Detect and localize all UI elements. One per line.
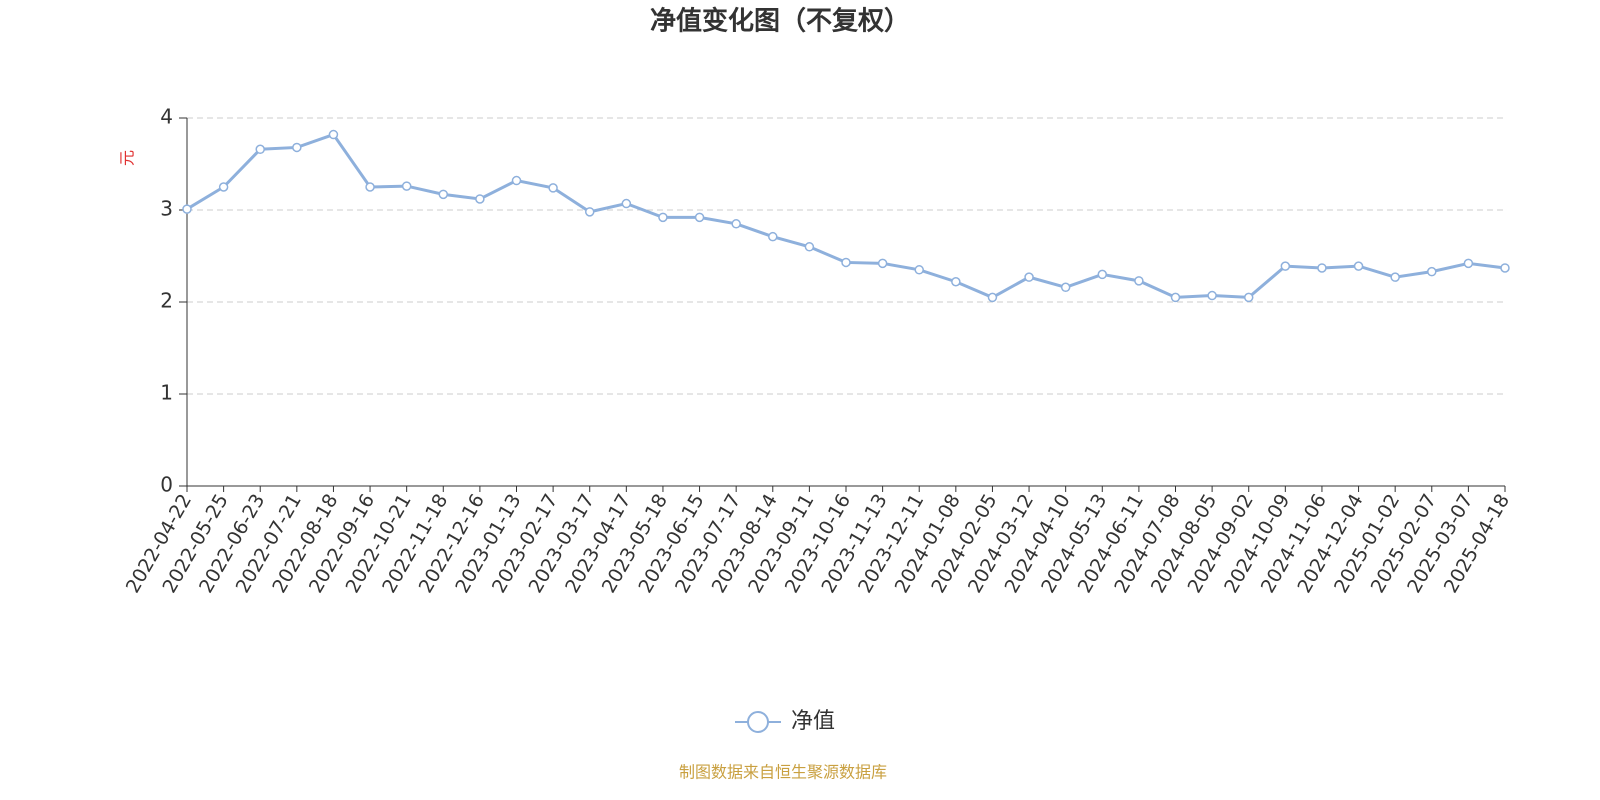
point-marker [804,242,815,252]
y-axis-label: 元 [118,150,137,166]
point-marker [292,142,302,153]
point-marker [1317,263,1327,273]
series-line [186,132,1506,300]
point-marker [1427,266,1437,277]
point-marker [218,182,229,192]
chart-title: 净值变化图（不复权） [650,6,910,37]
point-marker [694,212,705,223]
point-marker [1170,292,1181,303]
source-note: 制图数据来自恒生聚源数据库 [679,763,887,782]
point-marker [841,257,851,268]
y-tick-label: 2 [160,289,173,313]
legend-marker [747,711,769,733]
point-marker [987,292,998,303]
point-marker [328,129,339,140]
point-marker [658,212,668,223]
y-tick-label: 0 [160,473,173,497]
point-marker [1060,282,1071,293]
point-marker [1280,261,1291,271]
point-marker [365,182,375,192]
point-marker [877,258,888,269]
point-marker [1243,292,1254,303]
point-marker [182,204,192,214]
point-marker [401,181,412,191]
point-marker [1134,276,1144,286]
point-marker [255,144,265,155]
point-marker [621,198,632,209]
point-marker [438,189,449,200]
point-marker [768,231,778,242]
point-marker [1097,269,1108,280]
point-marker [548,183,558,193]
point-marker [584,207,595,217]
y-tick-label: 4 [160,105,173,129]
point-marker [731,219,741,229]
point-marker [1024,272,1034,282]
point-marker [511,175,522,186]
point-marker [1207,290,1217,301]
point-marker [1353,261,1364,271]
point-marker [951,277,961,287]
point-marker [475,194,485,204]
point-marker [914,265,924,275]
point-marker [1390,272,1400,282]
y-tick-label: 3 [160,197,173,221]
point-marker [1463,258,1474,269]
point-marker [1500,263,1510,273]
y-tick-label: 1 [160,381,173,405]
legend-label: 净值 [791,709,835,734]
